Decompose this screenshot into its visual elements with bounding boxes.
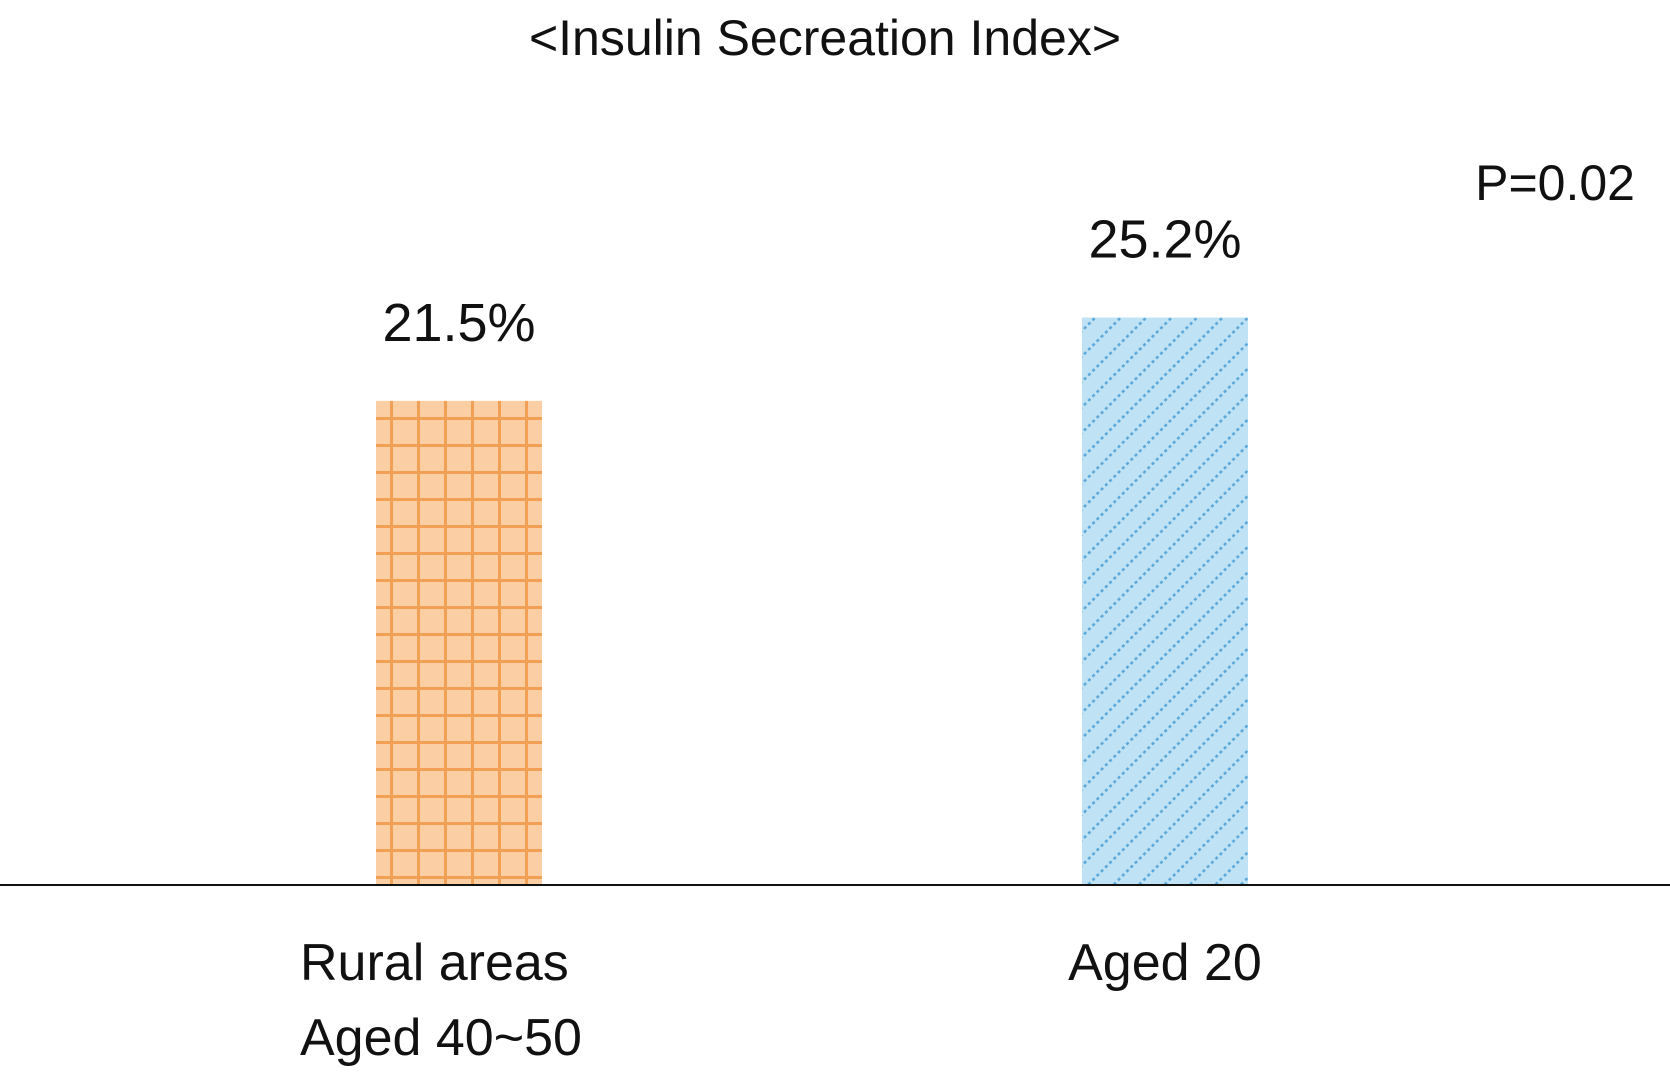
category-label-1-line-2: Aged 40~50 bbox=[300, 1009, 582, 1067]
data-label-1: 21.5% bbox=[382, 293, 535, 353]
p-value-annotation: P=0.02 bbox=[1475, 155, 1635, 211]
bar-1 bbox=[376, 400, 542, 885]
bars-group bbox=[376, 317, 1248, 886]
labels-group: 21.5% Rural areas Aged 40~50 25.2% Aged 20 bbox=[300, 210, 1262, 1067]
chart-title: <Insulin Secreation Index> bbox=[529, 10, 1121, 66]
data-label-2: 25.2% bbox=[1088, 210, 1241, 270]
bar-2 bbox=[1082, 317, 1248, 886]
category-label-2-line-1: Aged 20 bbox=[1068, 934, 1262, 992]
category-label-1-line-1: Rural areas bbox=[300, 934, 569, 992]
